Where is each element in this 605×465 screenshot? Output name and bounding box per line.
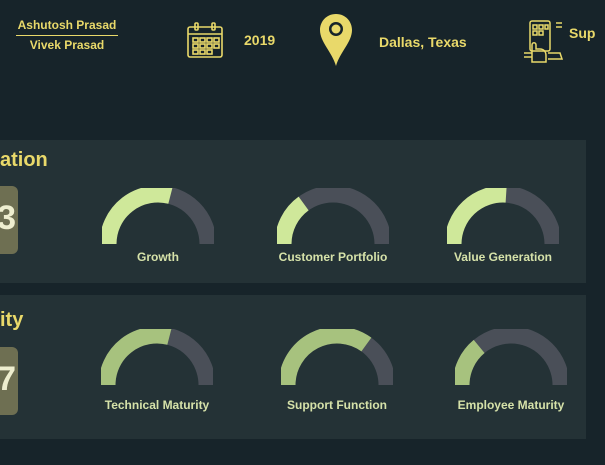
gauge-support-function[interactable] <box>281 329 393 389</box>
panel-title: ity <box>0 309 24 331</box>
gauge-label-growth: Growth <box>137 250 179 264</box>
gauge-technical-maturity[interactable] <box>101 329 213 389</box>
gauge-label-customer-portfolio: Customer Portfolio <box>278 250 388 264</box>
metric-panel-2: ity 7 Technical Maturity Support Functio… <box>0 295 586 439</box>
calendar-icon <box>185 20 225 65</box>
truncated-header-text: Sup <box>569 25 596 41</box>
gauge-label-employee-maturity: Employee Maturity <box>457 398 565 412</box>
gauge-label-support-function: Support Function <box>287 398 387 412</box>
author-primary-name[interactable]: Ashutosh Prasad <box>17 18 117 32</box>
header-bar: Ashutosh Prasad Vivek Prasad 2019 Dallas… <box>0 0 605 80</box>
metric-panel-1: ation 3 Growth Customer Portfolio Value … <box>0 140 586 283</box>
location-text: Dallas, Texas <box>379 34 467 50</box>
score-badge: 7 <box>0 347 18 415</box>
gauge-label-technical-maturity: Technical Maturity <box>104 398 210 412</box>
gauge-customer-portfolio[interactable] <box>277 188 389 248</box>
score-value: 7 <box>0 360 16 398</box>
year-text: 2019 <box>244 32 276 48</box>
gauge-label-value-generation: Value Generation <box>453 250 553 264</box>
gauge-growth[interactable] <box>102 188 214 248</box>
location-pin-icon <box>318 12 354 73</box>
score-value: 3 <box>0 199 16 237</box>
score-badge: 3 <box>0 186 18 254</box>
name-divider <box>16 35 118 36</box>
panel-title: ation <box>0 149 48 171</box>
gauge-value-generation[interactable] <box>447 188 559 248</box>
touch-device-icon <box>518 19 564 70</box>
author-secondary-name[interactable]: Vivek Prasad <box>29 38 105 52</box>
gauge-employee-maturity[interactable] <box>455 329 567 389</box>
author-names: Ashutosh Prasad Vivek Prasad <box>12 17 122 54</box>
